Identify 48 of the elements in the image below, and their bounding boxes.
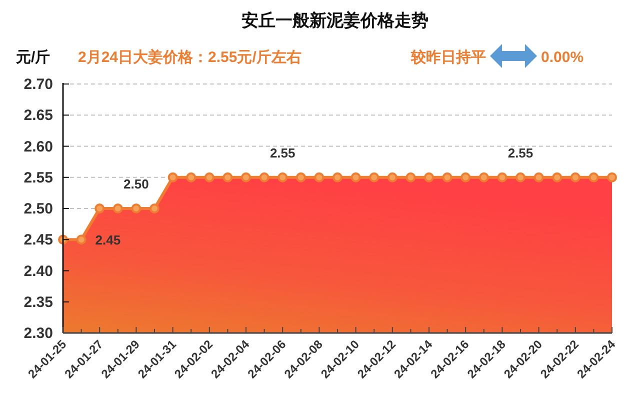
point: [478, 172, 489, 182]
point: [387, 172, 398, 182]
data-label: 2.45: [95, 232, 121, 248]
point: [406, 172, 416, 182]
chart-title: 安丘一般新泥姜价格走势: [242, 10, 428, 30]
y-tick-label: 2.55: [24, 169, 53, 186]
point: [296, 172, 306, 182]
point: [460, 172, 471, 182]
text: 2月24日大姜价格：2.55元/斤左右: [78, 48, 302, 66]
point: [259, 172, 270, 182]
y-tick-label: 2.35: [24, 294, 53, 311]
point: [570, 172, 580, 182]
data-label: 2.55: [270, 145, 296, 160]
point: [534, 172, 544, 182]
point: [442, 172, 452, 182]
point: [222, 172, 233, 182]
text: 0.00%: [541, 49, 584, 66]
point: [350, 172, 361, 182]
text: 较昨日持平: [410, 49, 486, 66]
y-tick-label: 2.30: [24, 325, 53, 342]
point: [497, 172, 508, 182]
y-tick-label: 2.60: [24, 138, 53, 156]
point: [332, 172, 342, 182]
point: [607, 172, 617, 182]
point: [278, 172, 288, 182]
point: [168, 172, 178, 182]
point: [186, 172, 196, 182]
point: [112, 204, 123, 214]
point: [150, 204, 160, 214]
y-tick-label: 2.40: [24, 262, 53, 280]
point: [424, 172, 434, 182]
point: [369, 172, 380, 182]
data-label: 2.55: [508, 145, 534, 160]
data-label: 2.50: [124, 176, 149, 192]
y-axis-title: 元/斤: [15, 49, 50, 66]
y-tick-label: 2.70: [24, 76, 53, 93]
y-tick-label: 2.50: [24, 200, 53, 218]
point: [588, 172, 599, 182]
point: [516, 172, 526, 182]
point: [241, 172, 251, 182]
y-tick-label: 2.65: [24, 107, 53, 124]
point: [76, 234, 86, 245]
point: [94, 204, 105, 214]
y-tick-label: 2.45: [24, 232, 53, 249]
point: [204, 172, 214, 182]
point: [314, 172, 324, 182]
point: [131, 204, 142, 214]
point: [552, 172, 562, 182]
